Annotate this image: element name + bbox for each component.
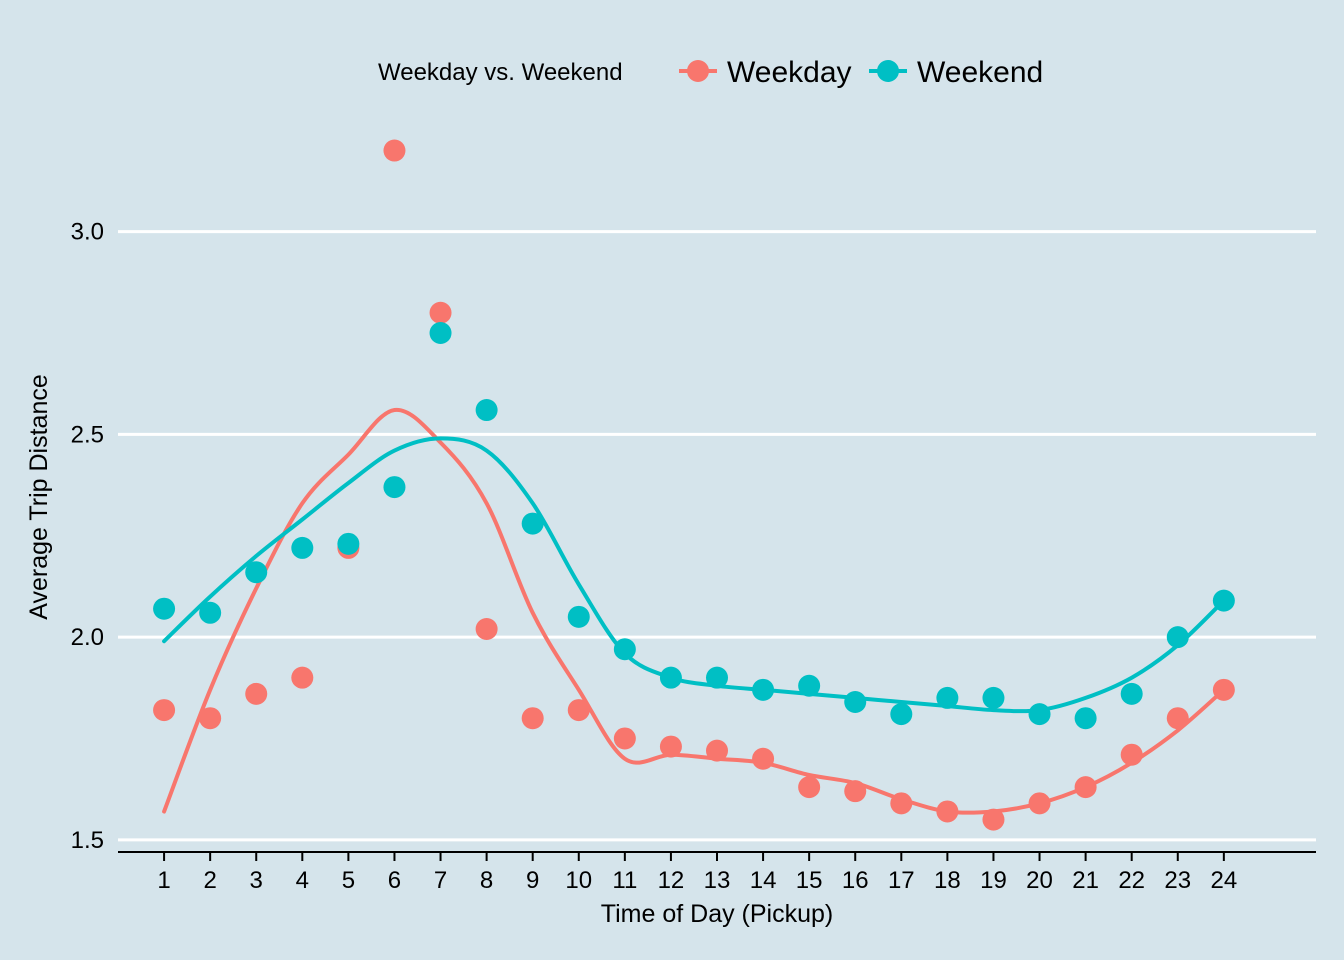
point-weekday-19	[982, 808, 1005, 831]
point-weekend-12	[659, 666, 682, 689]
point-weekday-11	[613, 727, 636, 750]
smooth-line-weekday	[162, 407, 1226, 815]
point-weekend-6	[383, 476, 406, 499]
point-weekend-13	[706, 666, 728, 689]
point-weekend-9	[521, 512, 544, 535]
point-weekday-18	[936, 800, 959, 823]
point-weekday-15	[798, 776, 821, 799]
legend-key-weekday-dot	[687, 60, 709, 82]
x-tick-label-20: 20	[1026, 867, 1053, 894]
point-weekday-10	[567, 699, 590, 722]
point-weekend-10	[567, 605, 590, 628]
point-weekend-22	[1120, 682, 1143, 705]
point-weekend-20	[1028, 703, 1051, 726]
smooth-lines	[162, 407, 1226, 815]
point-weekday-12	[659, 735, 682, 758]
x-tick-label-7: 7	[434, 867, 447, 894]
point-weekday-6	[383, 139, 406, 162]
legend-label-weekend: Weekend	[917, 56, 1043, 89]
y-tick-label-3.0: 3.0	[71, 219, 104, 246]
x-tick-label-22: 22	[1118, 867, 1145, 894]
point-weekday-17	[890, 792, 913, 815]
point-weekday-13	[706, 739, 728, 762]
x-tick-label-23: 23	[1164, 867, 1191, 894]
point-weekend-21	[1074, 707, 1097, 730]
x-tick-label-19: 19	[980, 867, 1007, 894]
x-tick-label-16: 16	[842, 867, 869, 894]
legend-key-weekend-dot	[877, 60, 899, 82]
point-weekday-1	[153, 699, 176, 722]
point-weekend-5	[337, 532, 360, 555]
point-weekday-22	[1120, 743, 1143, 766]
point-weekday-8	[475, 617, 498, 640]
x-tick-label-8: 8	[480, 867, 493, 894]
x-tick-labels: 1 2 3 4 5 6 7 8 9 10 11 12 13 14 15 16 17 18 19 20 21 22 23 24	[157, 867, 1237, 894]
point-weekend-16	[844, 690, 867, 713]
y-tick-label-2.0: 2.0	[71, 624, 104, 651]
x-tick-label-4: 4	[296, 867, 309, 894]
x-tick-label-24: 24	[1210, 867, 1237, 894]
point-weekend-23	[1166, 626, 1189, 649]
point-weekday-23	[1166, 707, 1189, 730]
x-tick-label-5: 5	[342, 867, 355, 894]
x-tick-label-10: 10	[565, 867, 592, 894]
x-tick-label-18: 18	[934, 867, 961, 894]
x-axis-title: Time of Day (Pickup)	[601, 900, 833, 928]
x-tick-label-12: 12	[658, 867, 685, 894]
point-weekend-17	[890, 703, 913, 726]
point-weekend-18	[936, 686, 959, 709]
point-weekend-1	[153, 597, 176, 620]
legend: Weekday vs. Weekend Weekday Weekend	[378, 56, 1043, 89]
x-tick-label-3: 3	[250, 867, 263, 894]
x-tick-label-14: 14	[750, 867, 777, 894]
y-axis-title: Average Trip Distance	[25, 374, 53, 620]
legend-item-weekend: Weekend	[869, 56, 1043, 89]
x-tick-label-1: 1	[157, 867, 170, 894]
point-weekday-20	[1028, 792, 1051, 815]
x-tick-label-17: 17	[888, 867, 915, 894]
x-tick-label-11: 11	[612, 867, 637, 894]
axes	[118, 851, 1316, 861]
point-weekday-16	[844, 780, 867, 803]
point-weekday-7	[429, 301, 452, 324]
x-tick-label-15: 15	[796, 867, 823, 894]
x-tick-label-9: 9	[526, 867, 539, 894]
series-weekday-points	[153, 139, 1235, 831]
data-points	[153, 139, 1235, 831]
point-weekend-11	[613, 638, 636, 661]
point-weekday-24	[1212, 678, 1235, 701]
x-tick-label-6: 6	[388, 867, 401, 894]
point-weekend-4	[291, 536, 314, 559]
y-tick-labels: 1.5 2.0 2.5 3.0	[71, 219, 104, 854]
point-weekday-3	[245, 682, 268, 705]
point-weekday-4	[291, 666, 314, 689]
y-tick-label-2.5: 2.5	[71, 421, 104, 448]
point-weekend-24	[1212, 589, 1235, 612]
legend-label-weekday: Weekday	[727, 56, 852, 89]
y-tick-label-1.5: 1.5	[71, 827, 104, 854]
point-weekday-2	[199, 707, 222, 730]
x-tick-label-13: 13	[704, 867, 731, 894]
point-weekend-15	[798, 674, 821, 697]
point-weekend-2	[199, 601, 222, 624]
point-weekday-9	[521, 707, 544, 730]
legend-title: Weekday vs. Weekend	[378, 59, 623, 86]
point-weekend-7	[429, 322, 452, 345]
point-weekend-3	[245, 561, 268, 584]
point-weekend-14	[752, 678, 775, 701]
series-weekend-points	[153, 322, 1235, 730]
grid-lines	[118, 230, 1316, 842]
point-weekday-21	[1074, 776, 1097, 799]
x-tick-label-2: 2	[203, 867, 216, 894]
legend-item-weekday: Weekday	[679, 56, 852, 89]
point-weekend-8	[475, 399, 498, 422]
point-weekday-14	[752, 747, 775, 770]
point-weekend-19	[982, 686, 1005, 709]
x-tick-label-21: 21	[1072, 867, 1099, 894]
